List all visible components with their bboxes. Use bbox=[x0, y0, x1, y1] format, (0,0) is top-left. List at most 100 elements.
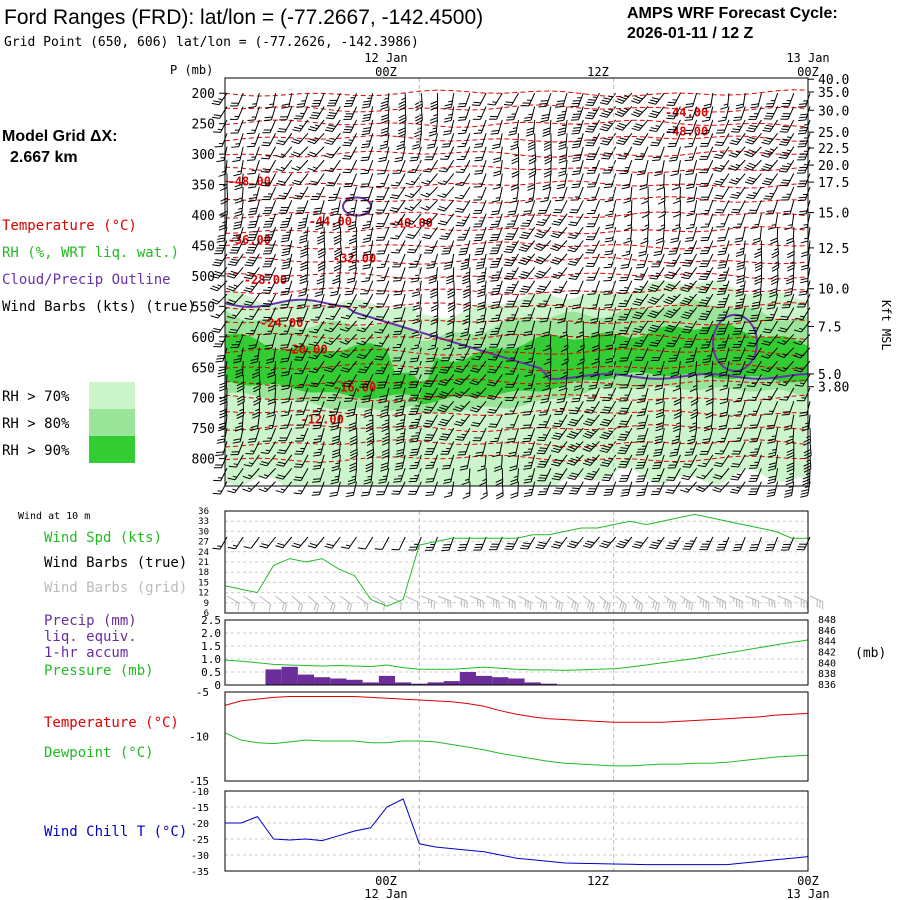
wind-barbs-legend: Wind Barbs (kts) (true) bbox=[2, 299, 196, 315]
barb-flag bbox=[280, 317, 289, 319]
wind-barb bbox=[748, 454, 762, 469]
barb-flag bbox=[349, 438, 358, 443]
barb-flag bbox=[325, 117, 334, 120]
wind-barb bbox=[631, 119, 649, 132]
barb-flag bbox=[299, 234, 308, 238]
barb-staff bbox=[484, 294, 487, 309]
barb-flag bbox=[538, 463, 546, 466]
barb-staff bbox=[350, 106, 358, 120]
wind-barb bbox=[408, 387, 422, 402]
barb-staff bbox=[626, 347, 633, 361]
barb-flag bbox=[537, 480, 545, 482]
barb-staff bbox=[497, 200, 503, 214]
barb-flag bbox=[424, 159, 433, 161]
barb-flag bbox=[769, 288, 778, 292]
barb-flag bbox=[684, 297, 692, 301]
barb-staff bbox=[427, 213, 438, 225]
barb-flag bbox=[234, 210, 243, 214]
barb-staff bbox=[786, 159, 795, 173]
barb-half-flag bbox=[527, 99, 532, 101]
barb-staff bbox=[301, 106, 309, 120]
barb-flag bbox=[688, 371, 696, 375]
barb-flag bbox=[585, 265, 594, 267]
barb-staff bbox=[463, 347, 471, 361]
barb-staff bbox=[755, 468, 762, 482]
wind-barb bbox=[391, 240, 406, 254]
barb-flag bbox=[430, 106, 438, 111]
barb-flag bbox=[747, 194, 756, 197]
wind-barb bbox=[471, 347, 487, 361]
barb-flag bbox=[491, 210, 500, 213]
barb-staff bbox=[658, 468, 665, 482]
wind-barb bbox=[310, 186, 325, 201]
barb-flag bbox=[294, 195, 303, 197]
wind-barb bbox=[316, 267, 325, 285]
barb-flag bbox=[328, 303, 337, 305]
wind-barb bbox=[761, 333, 779, 346]
barb-half-flag bbox=[235, 143, 240, 145]
barb-flag bbox=[591, 334, 599, 338]
barb-flag bbox=[620, 357, 628, 359]
barb-flag bbox=[455, 367, 464, 371]
wind-barb bbox=[262, 267, 277, 281]
barb-staff bbox=[501, 481, 504, 496]
barb-staff bbox=[540, 240, 552, 251]
barb-staff bbox=[450, 481, 455, 496]
barb-staff bbox=[773, 414, 779, 429]
barb-flag bbox=[668, 360, 676, 362]
wind-barb bbox=[295, 200, 309, 215]
barb-flag bbox=[670, 237, 679, 241]
barb-flag bbox=[492, 186, 501, 190]
barb-half-flag bbox=[409, 206, 415, 209]
barb-flag bbox=[262, 319, 270, 321]
temperature-contour bbox=[224, 211, 809, 219]
barb-flag bbox=[376, 387, 385, 389]
wind-barb bbox=[551, 266, 568, 279]
barb-flag bbox=[766, 210, 775, 212]
wind-barb bbox=[540, 387, 552, 404]
barb-staff bbox=[495, 347, 503, 361]
barb-half-flag bbox=[574, 232, 579, 235]
barb-flag bbox=[261, 157, 269, 160]
barb-half-flag bbox=[676, 408, 682, 412]
barb-half-flag bbox=[542, 219, 547, 221]
barb-flag bbox=[558, 146, 566, 151]
wind-barb bbox=[294, 334, 309, 348]
barb-half-flag bbox=[577, 317, 583, 320]
barb-flag bbox=[584, 478, 592, 481]
barb-flag bbox=[632, 303, 640, 306]
barb-flag bbox=[776, 341, 785, 345]
barb-staff bbox=[239, 427, 244, 442]
barb-staff bbox=[418, 280, 422, 295]
barb-staff bbox=[334, 92, 341, 107]
wind-barb bbox=[754, 240, 762, 258]
barb-flag bbox=[317, 234, 325, 239]
barb-flag bbox=[537, 212, 546, 214]
barb-staff bbox=[610, 173, 617, 188]
wind-barb bbox=[231, 226, 244, 242]
barb-staff bbox=[755, 200, 762, 214]
barb-half-flag bbox=[495, 220, 500, 222]
barb-flag bbox=[570, 105, 579, 108]
barb-flag bbox=[325, 366, 334, 371]
barb-flag bbox=[361, 183, 370, 185]
wind-barb bbox=[220, 200, 228, 218]
barb-staff bbox=[544, 481, 552, 495]
barb-flag bbox=[570, 457, 579, 462]
wind-barb bbox=[453, 414, 471, 427]
barb-staff bbox=[349, 374, 357, 387]
barb-half-flag bbox=[528, 475, 533, 477]
barb-flag bbox=[731, 475, 740, 479]
barb-flag bbox=[344, 102, 353, 105]
wind-barb bbox=[361, 106, 374, 122]
barb-flag bbox=[587, 156, 595, 158]
barb-half-flag bbox=[255, 382, 261, 385]
barb-flag bbox=[470, 424, 479, 427]
wind-barb bbox=[699, 133, 714, 147]
barb-flag bbox=[684, 454, 693, 456]
wind-barb bbox=[732, 347, 746, 362]
barb-flag bbox=[766, 494, 775, 497]
barb-flag bbox=[733, 414, 742, 416]
wind-barb bbox=[430, 280, 439, 299]
wind-barb bbox=[599, 414, 617, 427]
